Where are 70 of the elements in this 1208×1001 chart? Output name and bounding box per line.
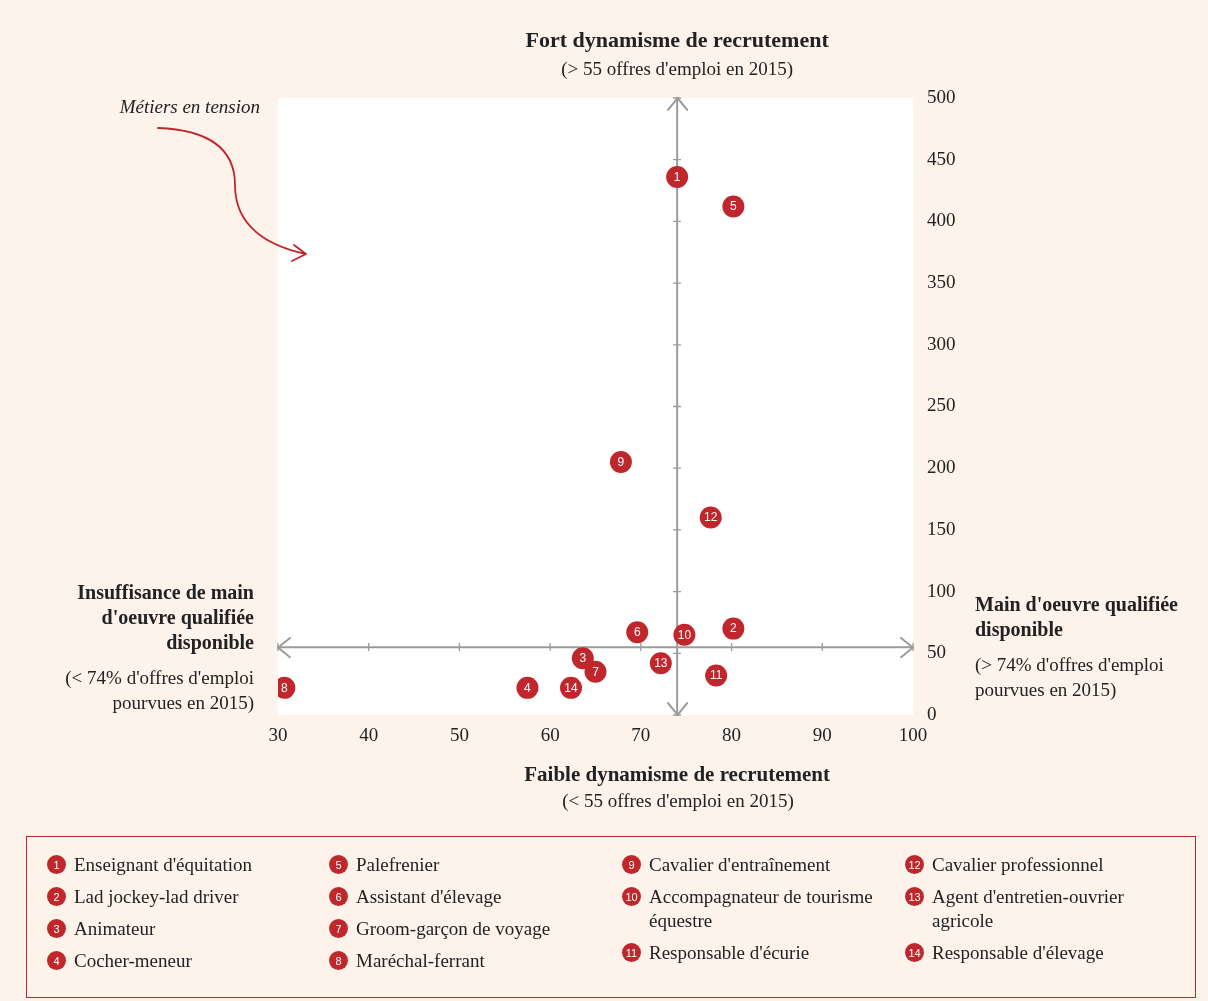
chart-title: Fort dynamisme de recrutement (525, 26, 830, 52)
annotation: 8 (281, 680, 289, 695)
x-tick-label: 30 (268, 724, 288, 746)
y-tick-label: 450 (927, 147, 956, 169)
annotation: 12 (704, 510, 718, 525)
text: Insuffisance de main d'oeuvre qualifiée disponible (76, 580, 254, 655)
annotation: 4 (524, 680, 532, 695)
text: (< 74% d'offres d'emploi pourvues en 2015) (64, 666, 254, 715)
annotation: 7 (592, 664, 600, 679)
legend-label: Cocher-meneur (74, 949, 192, 973)
annotation: 3 (579, 651, 587, 666)
text: (< 55 offres d'emploi en 2015) (561, 789, 795, 813)
text: 6 (335, 890, 342, 903)
annotation: 11 (709, 668, 723, 683)
y-tick-label: 50 (927, 641, 946, 663)
legend-label: Accompagnateur de tourisme équestre (649, 885, 874, 933)
x-tick-label: 50 (449, 724, 469, 746)
legend-label: Cavalier d'entraînement (649, 853, 831, 877)
legend-label: Responsable d'écurie (649, 941, 810, 965)
annotation: 13 (654, 655, 668, 670)
y-tick-label: 0 (927, 702, 937, 724)
x-tick-label: 40 (359, 724, 379, 746)
legend-label: Assistant d'élevage (356, 885, 502, 909)
annotation: 1 (673, 169, 681, 184)
legend-label: Palefrenier (356, 853, 440, 877)
legend-label: Responsable d'élevage (932, 941, 1104, 965)
text: 8 (335, 954, 342, 967)
annotation: 2 (730, 621, 738, 636)
y-tick-label: 350 (927, 271, 956, 293)
text: 1 (53, 858, 60, 871)
text: 4 (53, 954, 60, 967)
legend-label: Lad jockey-lad driver (74, 885, 239, 909)
y-tick-label: 300 (927, 332, 956, 354)
text: 14 (908, 946, 921, 959)
legend-label: Enseignant d'équitation (74, 853, 253, 877)
y-tick-label: 100 (927, 579, 956, 601)
text: Main d'oeuvre qualifiée disponible (975, 592, 1179, 642)
text: (> 74% d'offres d'emploi pourvues en 2015) (975, 653, 1165, 702)
legend-label: Groom-garçon de voyage (356, 917, 551, 941)
text: 12 (908, 858, 921, 871)
legend-label: Animateur (74, 917, 156, 941)
text: 3 (53, 922, 60, 935)
text: 2 (53, 890, 60, 903)
x-tick-label: 80 (722, 724, 742, 746)
text: 5 (335, 858, 342, 871)
x-axis-title: Faible dynamisme de recrutement (524, 762, 831, 787)
annotation: 10 (677, 627, 692, 642)
text: 11 (625, 946, 638, 959)
text: 10 (625, 890, 638, 903)
y-tick-label: 150 (927, 517, 956, 539)
text: 9 (628, 858, 635, 871)
text: 7 (335, 922, 342, 935)
text: 13 (908, 890, 921, 903)
chart-subtitle: (> 55 offres d'emploi en 2015) (561, 57, 793, 80)
annotation: 6 (633, 625, 641, 640)
x-tick-label: 60 (540, 724, 560, 746)
x-tick-label: 90 (812, 724, 832, 746)
legend-label: Agent d'entretien-ouvrier agricole (932, 885, 1125, 933)
annotation: 5 (730, 199, 738, 214)
y-tick-label: 500 (927, 85, 956, 107)
legend-label: Maréchal-ferrant (356, 949, 485, 973)
y-tick-label: 200 (927, 456, 956, 478)
x-tick-label: 70 (631, 724, 651, 746)
legend-label: Cavalier professionnel (932, 853, 1104, 877)
x-tick-label: 100 (898, 724, 928, 746)
annotation: 9 (617, 454, 625, 469)
text: Métiers en tension (118, 95, 260, 119)
y-tick-label: 250 (927, 394, 956, 416)
annotation: 14 (564, 680, 578, 695)
y-tick-label: 400 (927, 209, 956, 231)
